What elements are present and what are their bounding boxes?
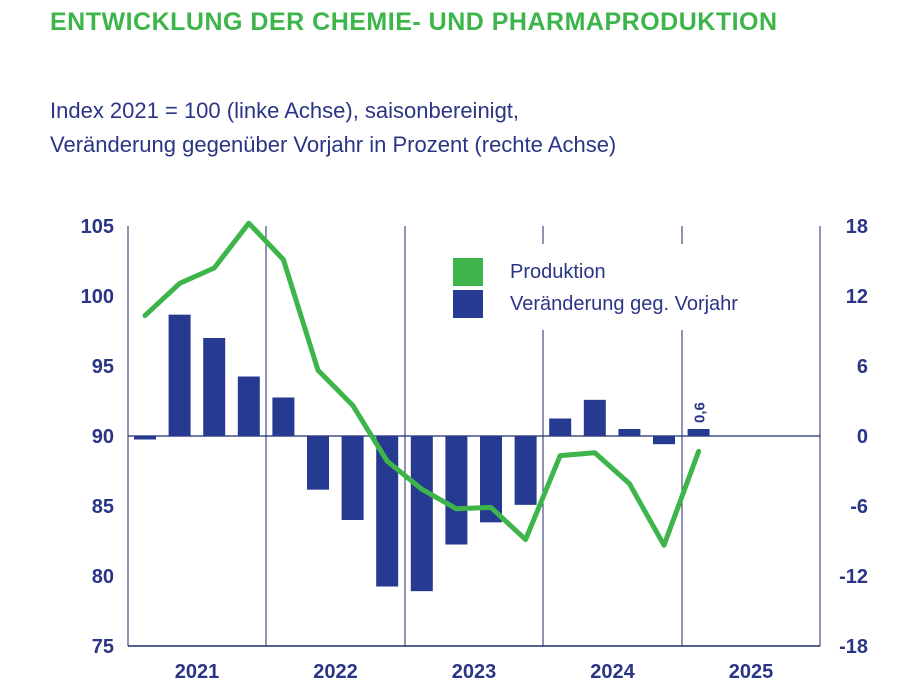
left-axis-tick-label: 90 bbox=[92, 426, 114, 448]
right-axis-tick-label: -18 bbox=[839, 636, 868, 658]
subtitle-line-2: Veränderung gegenüber Vorjahr in Prozent… bbox=[50, 132, 617, 157]
left-axis-tick-label: 75 bbox=[92, 636, 114, 658]
left-axis-tick-label: 95 bbox=[92, 356, 114, 378]
bar bbox=[410, 436, 433, 592]
right-axis-tick-label: 18 bbox=[846, 216, 868, 238]
bar bbox=[134, 436, 156, 440]
bar-data-label: 0,6 bbox=[692, 402, 709, 423]
right-axis-tick-label: 0 bbox=[857, 426, 868, 448]
bar bbox=[653, 436, 675, 445]
legend-item-production: Produktion bbox=[453, 258, 606, 286]
bar bbox=[376, 436, 399, 587]
bar bbox=[307, 436, 329, 490]
bar bbox=[480, 436, 502, 523]
bar bbox=[341, 436, 364, 520]
left-axis-tick-label: 85 bbox=[92, 496, 114, 518]
x-axis-tick-label: 2022 bbox=[313, 661, 358, 683]
legend-label-production: Produktion bbox=[510, 260, 606, 283]
chart-subtitle: Index 2021 = 100 (linke Achse), saisonbe… bbox=[50, 94, 870, 162]
bar bbox=[272, 397, 295, 436]
bar bbox=[583, 399, 606, 436]
left-axis-tick-label: 105 bbox=[81, 216, 114, 238]
bar bbox=[549, 418, 572, 436]
legend: Produktion Veränderung geg. Vorjahr bbox=[433, 244, 786, 330]
x-axis-tick-label: 2024 bbox=[590, 661, 635, 683]
subtitle-line-1: Index 2021 = 100 (linke Achse), saisonbe… bbox=[50, 98, 520, 123]
right-axis-tick-label: 6 bbox=[857, 356, 868, 378]
legend-swatch-production bbox=[453, 258, 483, 286]
left-axis-tick-label: 100 bbox=[81, 286, 114, 308]
x-axis-tick-label: 2023 bbox=[452, 661, 497, 683]
legend-label-change: Veränderung geg. Vorjahr bbox=[510, 292, 738, 315]
legend-item-change: Veränderung geg. Vorjahr bbox=[453, 290, 738, 318]
bar bbox=[514, 436, 537, 505]
bar bbox=[203, 338, 226, 436]
right-axis-tick-label: 12 bbox=[846, 286, 868, 308]
x-axis-tick-label: 2025 bbox=[729, 661, 774, 683]
bar bbox=[618, 429, 641, 436]
bar bbox=[687, 429, 710, 436]
bar bbox=[445, 436, 468, 545]
bar bbox=[237, 376, 260, 436]
right-axis-tick-label: -12 bbox=[839, 566, 868, 588]
bar bbox=[168, 314, 191, 436]
right-axis-tick-label: -6 bbox=[850, 496, 868, 518]
chart-title: ENTWICKLUNG DER CHEMIE- UND PHARMAPRODUK… bbox=[50, 8, 778, 36]
legend-swatch-change bbox=[453, 290, 483, 318]
x-axis-tick-label: 2021 bbox=[175, 661, 220, 683]
left-axis-tick-label: 80 bbox=[92, 566, 114, 588]
